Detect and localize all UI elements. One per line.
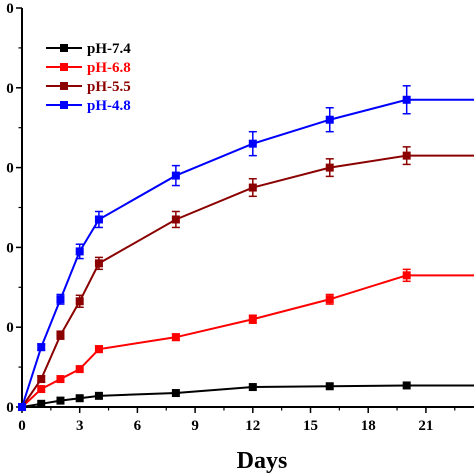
data-point: [75, 247, 84, 256]
data-point: [37, 375, 46, 384]
legend-label: pH-4.8: [87, 98, 131, 114]
legend-label: pH-5.5: [87, 79, 131, 95]
x-axis-title: Days: [237, 448, 288, 474]
legend: pH-7.4 pH-6.8 pH-5.5 pH-4.8: [46, 41, 131, 114]
y-tick-label: 0: [6, 400, 14, 416]
data-point: [325, 295, 334, 304]
legend-label: pH-7.4: [87, 41, 131, 57]
legend-marker: [60, 44, 68, 52]
data-point: [75, 297, 84, 306]
x-tick-label: 6: [134, 418, 142, 434]
y-tick-label: 0: [6, 81, 14, 97]
data-point: [402, 151, 411, 160]
x-tick-label: 15: [303, 418, 318, 434]
data-point: [56, 375, 65, 384]
series-pH-4.8: [18, 85, 474, 411]
data-point: [325, 163, 334, 172]
y-tick-label: 0: [6, 161, 14, 177]
series-pH-6.8: [18, 268, 474, 411]
data-point: [171, 333, 180, 342]
data-point: [171, 215, 180, 224]
data-point: [56, 331, 65, 340]
data-point: [56, 396, 65, 405]
data-point: [94, 345, 103, 354]
data-point: [325, 115, 334, 124]
x-tick-label: 18: [361, 418, 376, 434]
x-tick-label: 21: [418, 418, 433, 434]
data-point: [325, 382, 334, 391]
data-point: [37, 385, 46, 394]
series-line: [21, 98, 474, 408]
data-point: [18, 403, 26, 411]
x-tick-label: 12: [245, 418, 260, 434]
y-tick-label: 0: [6, 240, 14, 256]
data-point: [56, 295, 65, 304]
data-point: [37, 343, 46, 352]
data-point: [94, 391, 103, 400]
series-line: [21, 154, 474, 408]
data-point: [402, 95, 411, 104]
x-tick-label: 9: [191, 418, 199, 434]
legend-label: pH-6.8: [87, 60, 131, 76]
data-point: [248, 315, 257, 324]
data-point: [37, 399, 46, 408]
data-point: [171, 389, 180, 398]
data-point: [248, 183, 257, 192]
data-point: [248, 383, 257, 392]
data-point: [75, 394, 84, 403]
y-tick-label: 0: [6, 1, 14, 17]
data-point: [171, 171, 180, 180]
data-point: [94, 259, 103, 268]
series-line: [21, 274, 474, 408]
series-line: [21, 384, 474, 408]
y-tick-label: 0: [6, 320, 14, 336]
data-point: [248, 139, 257, 148]
data-point: [75, 365, 84, 374]
legend-marker: [60, 101, 68, 109]
data-point: [402, 381, 411, 390]
data-point: [402, 271, 411, 280]
x-tick-label: 0: [18, 418, 26, 434]
legend-marker: [60, 63, 68, 71]
series-layer: [18, 85, 474, 411]
data-point: [94, 215, 103, 224]
legend-marker: [60, 82, 68, 90]
x-tick-label: 3: [76, 418, 84, 434]
